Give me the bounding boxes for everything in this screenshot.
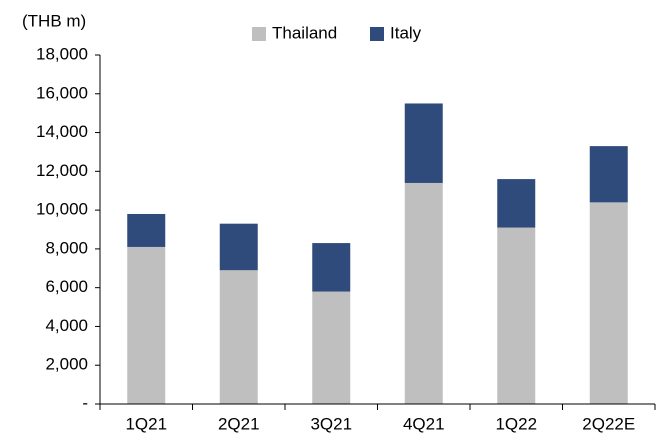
x-tick-label: 3Q21: [310, 414, 352, 433]
bar-segment: [404, 103, 443, 183]
y-tick-label: 12,000: [36, 161, 88, 180]
bar-segment: [312, 243, 351, 292]
y-tick-label: 8,000: [45, 238, 88, 257]
bar-segment: [589, 146, 628, 203]
y-unit-label: (THB m): [22, 11, 86, 30]
y-tick-label: 6,000: [45, 277, 88, 296]
x-tick-label: 4Q21: [403, 414, 445, 433]
legend-swatch: [252, 27, 266, 41]
y-tick-label: 4,000: [45, 316, 88, 335]
bar-segment: [589, 202, 628, 404]
bar-segment: [497, 179, 536, 228]
y-tick-label: 10,000: [36, 200, 88, 219]
bar-segment: [219, 223, 258, 271]
y-tick-label: -: [82, 393, 88, 412]
legend-swatch: [370, 27, 384, 41]
x-tick-label: 1Q21: [125, 414, 167, 433]
y-tick-label: 2,000: [45, 355, 88, 374]
legend-label: Italy: [390, 23, 422, 42]
bar-segment: [127, 213, 166, 247]
bar-segment: [312, 291, 351, 404]
bar-segment: [219, 270, 258, 404]
y-tick-label: 14,000: [36, 122, 88, 141]
bar-segment: [127, 246, 166, 404]
y-tick-label: 16,000: [36, 83, 88, 102]
bar-segment: [497, 227, 536, 404]
y-tick-label: 18,000: [36, 44, 88, 63]
x-tick-label: 2Q22E: [582, 414, 635, 433]
x-tick-label: 2Q21: [218, 414, 260, 433]
legend-label: Thailand: [272, 23, 337, 42]
bar-segment: [404, 182, 443, 404]
x-tick-label: 1Q22: [495, 414, 537, 433]
